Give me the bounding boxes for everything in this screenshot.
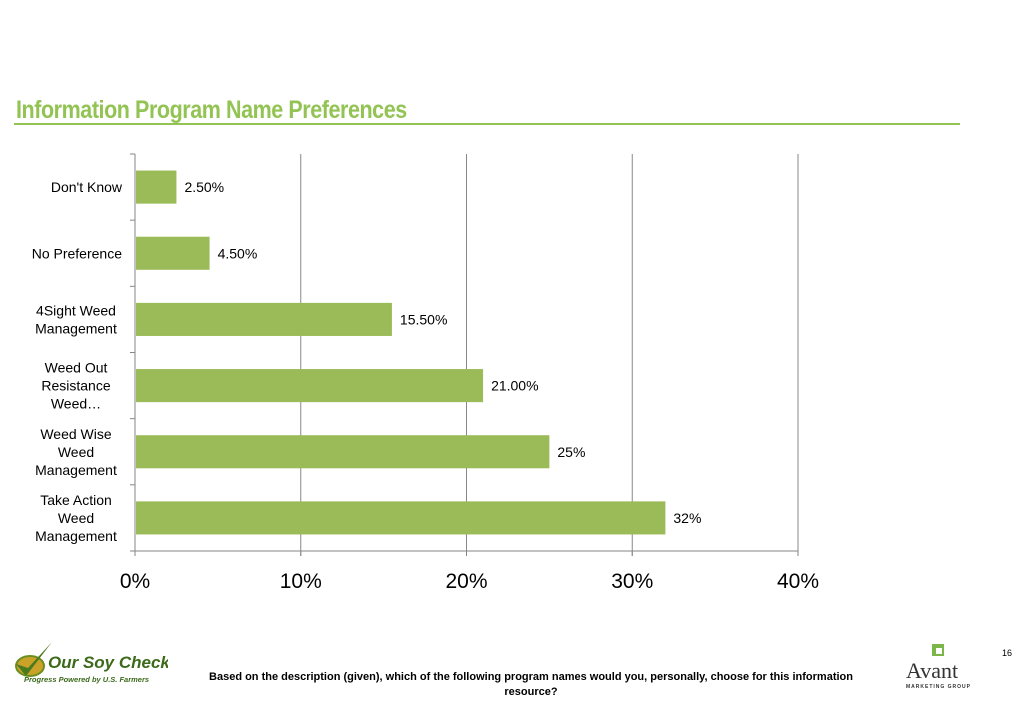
- title-underline: [14, 123, 960, 125]
- footnote: Based on the description (given), which …: [209, 671, 853, 698]
- bar: [136, 236, 210, 270]
- category-label: Weed Wise Weed Management: [35, 426, 117, 478]
- data-label: 32%: [673, 510, 701, 526]
- category-label: Weed Out Resistance Weed…: [41, 360, 110, 412]
- page-title: Information Program Name Preferences: [16, 96, 407, 124]
- bar: [136, 501, 666, 535]
- soy-checkoff-tagline: Progress Powered by U.S. Farmers: [24, 675, 149, 684]
- soy-checkoff-name: Our Soy Checkoff: [48, 653, 168, 672]
- avant-logo-icon: [932, 644, 944, 656]
- bar: [136, 369, 484, 403]
- avant-logo: Avant MARKETING GROUP: [906, 644, 971, 690]
- bar-chart: 2.50% 4.50% 15.50% 21.00% 25% 32% Don't Know N…: [32, 153, 819, 593]
- soy-checkoff-logo: Our Soy Checkoff Progress Powered by U.S…: [15, 642, 168, 684]
- page-number: 16: [1002, 648, 1013, 658]
- bars: [136, 170, 666, 535]
- x-tick-label: 0%: [120, 570, 150, 593]
- data-label: 4.50%: [218, 245, 258, 261]
- category-label: No Preference: [32, 245, 122, 261]
- category-label: 4Sight Weed Management: [35, 302, 117, 336]
- category-label: Take Action Weed Management: [35, 492, 117, 544]
- axes: [130, 153, 799, 556]
- gridlines: [300, 154, 799, 556]
- data-label: 21.00%: [491, 378, 538, 394]
- soy-checkmark-logo-icon: [15, 642, 52, 677]
- x-tick-labels: 0% 10% 20% 30% 40%: [120, 570, 819, 593]
- data-label: 25%: [557, 444, 585, 460]
- avant-tagline: MARKETING GROUP: [906, 684, 971, 690]
- data-label: 2.50%: [184, 179, 224, 195]
- data-labels: 2.50% 4.50% 15.50% 21.00% 25% 32%: [184, 179, 701, 526]
- x-tick-label: 10%: [280, 570, 322, 593]
- data-label: 15.50%: [400, 311, 447, 327]
- category-labels: Don't Know No Preference 4Sight Weed Manage…: [32, 179, 123, 544]
- x-tick-label: 30%: [611, 570, 653, 593]
- bar: [136, 170, 177, 204]
- x-tick-label: 40%: [777, 570, 819, 593]
- category-label: Don't Know: [51, 179, 123, 195]
- bar: [136, 435, 550, 469]
- bar: [136, 302, 392, 336]
- x-tick-label: 20%: [445, 570, 487, 593]
- avant-name: Avant: [906, 658, 958, 683]
